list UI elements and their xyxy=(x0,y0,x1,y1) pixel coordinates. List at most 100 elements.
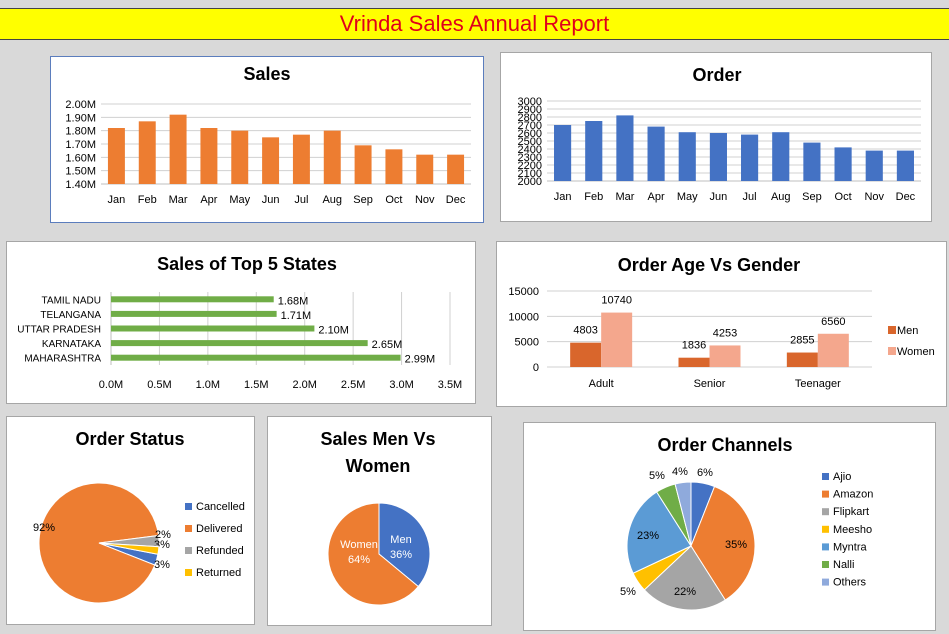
y-tick-label: 5000 xyxy=(515,337,539,349)
y-tick-label: 2300 xyxy=(518,152,542,164)
legend-label: Meesho xyxy=(833,524,872,536)
y-tick-label: 1.90M xyxy=(65,112,96,124)
data-label: 92% xyxy=(33,522,55,534)
y-tick-label: 2.00M xyxy=(65,99,96,111)
bar-feb xyxy=(585,121,603,181)
legend-swatch-ajio xyxy=(822,473,829,480)
data-label: Women xyxy=(340,539,378,551)
x-tick-label: Apr xyxy=(200,194,217,206)
report-title: Vrinda Sales Annual Report xyxy=(339,11,610,36)
legend-swatch-cancelled xyxy=(185,503,192,510)
x-tick-label: Dec xyxy=(896,191,916,203)
x-tick-label: 1.5M xyxy=(244,379,268,391)
x-tick-label: Feb xyxy=(584,191,603,203)
legend-label: Flipkart xyxy=(833,506,869,518)
bar-dec xyxy=(896,150,914,181)
data-label: 1836 xyxy=(682,340,706,352)
bar-jul xyxy=(741,134,759,181)
channels-chart: Order Channels 6% 35% 22% 5% 23% 5% 4% Ajio Amazo… xyxy=(620,435,873,611)
age-gender-chart: Order Age Vs Gender 0 5000 10000 15000 4803 10… xyxy=(508,255,935,390)
chart-title: Order Channels xyxy=(657,435,792,455)
legend-swatch-myntra xyxy=(822,543,829,551)
legend-swatch-returned xyxy=(185,569,192,576)
slice-women xyxy=(327,502,420,606)
data-label: 10740 xyxy=(601,295,632,307)
legend-swatch-women xyxy=(888,347,896,355)
data-label: 6560 xyxy=(821,316,845,328)
x-tick-label: Jun xyxy=(262,194,280,206)
legend-label: Myntra xyxy=(833,541,868,553)
chart-title: Sales Men Vs xyxy=(320,429,435,449)
legend-swatch-others xyxy=(822,578,829,586)
chart-title: Sales of Top 5 States xyxy=(157,254,337,274)
slice-flipkart xyxy=(643,545,726,611)
y-tick-label: 2200 xyxy=(518,160,542,172)
y-tick-label: 2600 xyxy=(518,128,542,140)
channels-chart-panel: Order Channels 6% 35% 22% 5% 23% 5% 4% Ajio Amazo… xyxy=(523,422,936,631)
bar-jun xyxy=(262,137,280,184)
bar-apr xyxy=(647,126,665,181)
bar-telangana xyxy=(111,310,277,317)
order-chart: Order 20002100220023002400250026002700280… xyxy=(518,65,921,203)
chart-title: Order Age Vs Gender xyxy=(618,255,800,275)
data-label: 2% xyxy=(155,529,171,541)
x-tick-label: Aug xyxy=(771,191,791,203)
y-tick-label: MAHARASHTRA xyxy=(24,354,101,365)
order-chart-panel: Order 2000 2100 2200 2300 2400 2500 2600 2700 280… xyxy=(500,52,932,222)
legend-swatch-men xyxy=(888,326,896,334)
x-tick-label: 2.0M xyxy=(292,379,316,391)
slice-delivered xyxy=(38,482,160,604)
x-tick-label: 3.5M xyxy=(438,379,462,391)
x-tick-label: Nov xyxy=(415,194,435,206)
x-tick-label: Jun xyxy=(710,191,728,203)
legend-swatch-amazon xyxy=(822,490,829,498)
bar-senior-women xyxy=(709,345,741,367)
legend-label: Nalli xyxy=(833,559,854,571)
data-label: Men xyxy=(390,534,411,546)
y-tick-label: 1.50M xyxy=(65,166,96,178)
bar-adult-men xyxy=(570,342,602,367)
x-tick-label: Oct xyxy=(835,191,852,203)
data-label: 22% xyxy=(674,586,696,598)
bar-aug xyxy=(323,130,341,184)
y-tick-label: TELANGANA xyxy=(40,310,101,321)
x-tick-label: Senior xyxy=(694,378,726,390)
y-tick-label: 2400 xyxy=(518,144,542,156)
x-tick-label: Jul xyxy=(743,191,757,203)
data-label: 1.68M xyxy=(278,295,309,307)
x-tick-label: Dec xyxy=(446,194,466,206)
bar-maharashtra xyxy=(111,354,401,361)
bar-oct xyxy=(834,147,852,181)
bar-feb xyxy=(138,121,156,184)
data-label: 2.65M xyxy=(372,339,403,351)
x-tick-label: Jan xyxy=(108,194,126,206)
legend-label: Returned xyxy=(196,567,241,579)
bar-sep xyxy=(354,145,372,184)
data-label: 5% xyxy=(620,586,636,598)
chart-title: Order xyxy=(692,65,741,85)
legend-label: Cancelled xyxy=(196,501,245,513)
data-label: 3% xyxy=(154,559,170,571)
x-tick-label: Feb xyxy=(138,194,157,206)
sales-gender-chart-panel: Sales Men Vs Women Men 36% Women 64% xyxy=(267,416,492,626)
states-chart-panel: Sales of Top 5 States 0.0M 0.5M 1.0M 1.5M 2.0… xyxy=(6,241,476,404)
y-tick-label: KARNATAKA xyxy=(42,339,101,350)
bar-tamil-nadu xyxy=(111,296,274,303)
x-tick-label: Jul xyxy=(294,194,308,206)
x-tick-label: 0.5M xyxy=(147,379,171,391)
legend-label: Women xyxy=(897,346,935,358)
legend-label: Delivered xyxy=(196,523,242,535)
x-tick-label: May xyxy=(677,191,698,203)
y-tick-label: 2900 xyxy=(518,104,542,116)
data-label: 4% xyxy=(672,466,688,478)
data-label: 64% xyxy=(348,554,370,566)
chart-title: Order Status xyxy=(75,429,184,449)
age-gender-chart-panel: Order Age Vs Gender 0 5000 10000 15000 4803 10… xyxy=(496,241,947,407)
legend-swatch-nalli xyxy=(822,561,829,568)
legend-label: Others xyxy=(833,577,867,589)
bar-jan xyxy=(107,128,125,184)
legend-swatch-refunded xyxy=(185,547,192,554)
order-status-chart-panel: Order Status 3% 92% 3% 2% Cancelled Delivered R… xyxy=(6,416,255,625)
y-tick-label: 1.70M xyxy=(65,139,96,151)
y-tick-label: TAMIL NADU xyxy=(42,295,101,306)
